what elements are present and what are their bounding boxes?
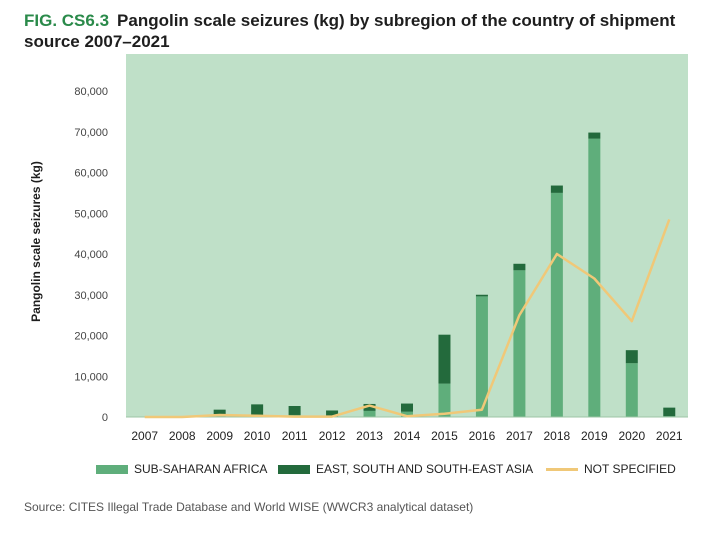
legend: SUB-SAHARAN AFRICA EAST, SOUTH AND SOUTH… <box>96 462 696 480</box>
bar-asia <box>363 403 376 411</box>
bar-asia <box>213 409 226 415</box>
bar-sub-saharan-africa <box>550 192 563 417</box>
y-tick-label: 20,000 <box>74 331 108 343</box>
bar-asia <box>401 403 413 412</box>
legend-label-sub-saharan-africa: SUB-SAHARAN AFRICA <box>134 462 268 476</box>
figure-label: FIG. CS6.3 <box>24 11 110 30</box>
plot-area <box>126 54 688 417</box>
bar-sub-saharan-africa <box>513 270 526 417</box>
y-axis: 0 10,000 20,000 30,000 40,000 50,000 60,000 70,… <box>74 86 108 424</box>
legend-item-sub-saharan-africa: SUB-SAHARAN AFRICA <box>96 462 267 476</box>
bar-sub-saharan-africa <box>475 296 488 417</box>
x-tick-label: 2008 <box>169 429 196 443</box>
bar-asia <box>663 407 676 417</box>
legend-label-not-specified: NOT SPECIFIED <box>584 462 676 476</box>
x-tick-label: 2020 <box>618 429 645 443</box>
y-tick-label: 10,000 <box>74 371 108 383</box>
bar-sub-saharan-africa <box>363 410 376 417</box>
x-tick-label: 2019 <box>581 429 608 443</box>
x-tick-label: 2012 <box>319 429 346 443</box>
bars <box>213 132 676 418</box>
legend-swatch-sub-saharan-africa <box>96 464 128 474</box>
y-tick-label: 70,000 <box>74 127 108 139</box>
bar-asia <box>326 410 339 417</box>
y-tick-label: 40,000 <box>74 249 108 261</box>
legend-item-not-specified: NOT SPECIFIED <box>546 462 676 476</box>
bar-asia <box>251 404 264 416</box>
legend-swatch-asia <box>278 464 310 474</box>
bar-asia <box>513 263 526 271</box>
bar-sub-saharan-africa <box>401 411 413 417</box>
x-tick-label: 2014 <box>394 429 421 443</box>
bar-asia <box>475 294 488 297</box>
chart-title: Pangolin scale seizures (kg) by subregio… <box>24 11 676 51</box>
x-tick-label: 2021 <box>656 429 683 443</box>
x-tick-label: 2017 <box>506 429 533 443</box>
figure-header: FIG. CS6.3 Pangolin scale seizures (kg) b… <box>24 10 714 52</box>
x-tick-label: 2009 <box>206 429 233 443</box>
bar-asia <box>625 350 638 364</box>
x-axis: 2007 2008 2009 2010 2011 2012 2013 2014 2015 2016… <box>131 429 683 443</box>
legend-label-asia: EAST, SOUTH AND SOUTH-EAST ASIA <box>316 462 534 476</box>
bar-sub-saharan-africa <box>625 363 638 417</box>
x-tick-label: 2007 <box>131 429 158 443</box>
legend-swatch-not-specified <box>546 467 578 471</box>
x-tick-label: 2018 <box>544 429 571 443</box>
x-tick-label: 2011 <box>282 429 308 443</box>
source-note: Source: CITES Illegal Trade Database and… <box>24 500 474 514</box>
x-tick-label: 2013 <box>356 429 383 443</box>
bar-sub-saharan-africa <box>438 383 451 417</box>
x-tick-label: 2010 <box>244 429 271 443</box>
x-tick-label: 2016 <box>469 429 496 443</box>
legend-item-asia: EAST, SOUTH AND SOUTH-EAST ASIA <box>278 462 533 476</box>
bar-asia <box>550 185 563 193</box>
bar-asia <box>588 132 601 139</box>
y-tick-label: 60,000 <box>74 168 108 180</box>
y-axis-label: Pangolin scale seizures (kg) <box>29 161 43 322</box>
series-line-not-specified <box>144 218 671 419</box>
y-tick-label: 80,000 <box>74 86 108 98</box>
x-tick-label: 2015 <box>431 429 458 443</box>
y-tick-label: 0 <box>102 412 108 424</box>
bar-asia <box>438 334 451 384</box>
y-tick-label: 30,000 <box>74 290 108 302</box>
y-tick-label: 50,000 <box>74 208 108 220</box>
bar-asia <box>288 405 301 415</box>
